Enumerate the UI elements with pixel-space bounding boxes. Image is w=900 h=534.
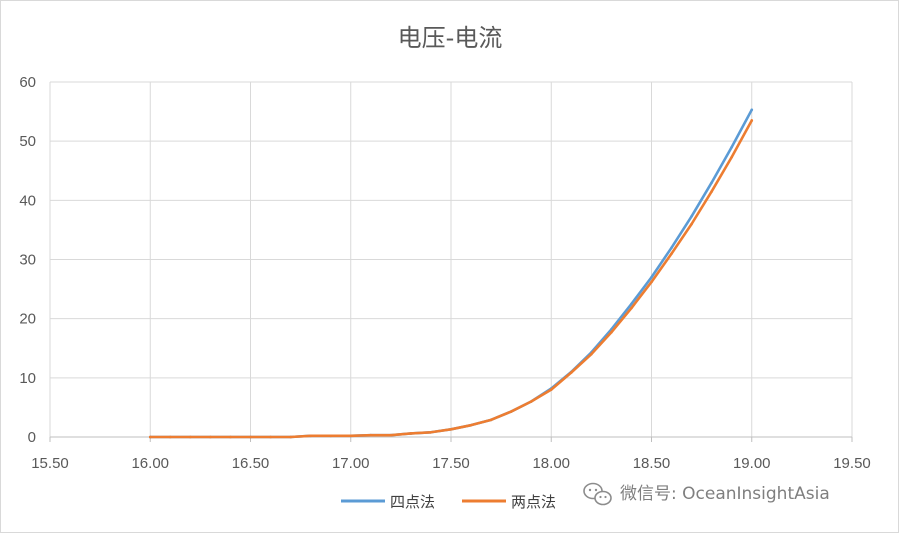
data-point — [610, 330, 613, 334]
y-tick-label: 50 — [19, 133, 36, 150]
data-point — [650, 280, 653, 284]
legend-label: 两点法 — [511, 493, 556, 511]
chart-title: 电压-电流 — [398, 24, 503, 52]
x-tick-label: 16.00 — [131, 455, 169, 472]
data-point — [309, 434, 312, 438]
data-point — [549, 388, 553, 391]
data-point — [429, 430, 433, 434]
data-point — [570, 371, 573, 374]
data-point — [750, 119, 754, 122]
data-point — [229, 435, 232, 439]
grid — [49, 81, 853, 437]
data-point — [349, 434, 353, 438]
data-point — [650, 275, 653, 279]
y-tick-label: 30 — [19, 252, 36, 269]
data-point — [489, 418, 493, 422]
plot-area — [148, 108, 754, 439]
data-point — [730, 155, 733, 159]
legend-label: 四点法 — [390, 493, 435, 511]
x-tick-label: 18.50 — [633, 455, 671, 472]
legend-item: 两点法 — [462, 493, 556, 511]
data-point — [710, 181, 713, 184]
data-point — [369, 433, 373, 437]
data-point — [329, 434, 333, 438]
data-point — [509, 410, 513, 413]
data-point — [710, 190, 713, 193]
x-tick-label: 15.50 — [31, 455, 69, 472]
data-point — [169, 435, 172, 439]
data-point — [670, 252, 673, 255]
data-point — [630, 302, 633, 306]
x-tick-label: 18.00 — [532, 455, 570, 472]
x-tick-label: 19.50 — [833, 455, 871, 472]
data-point — [289, 435, 292, 439]
data-point — [590, 352, 593, 356]
data-point — [750, 108, 754, 112]
x-tick-label: 19.00 — [733, 455, 771, 472]
y-tick-label: 40 — [19, 192, 36, 209]
y-tick-label: 10 — [19, 370, 36, 387]
data-point — [449, 428, 453, 431]
watermark-text: 微信号: OceanInsightAsia — [620, 484, 830, 504]
data-point — [249, 435, 252, 439]
data-point — [529, 400, 533, 403]
legend-item: 四点法 — [341, 493, 435, 511]
data-point — [630, 306, 633, 310]
watermark: 微信号: OceanInsightAsia — [583, 482, 830, 506]
data-point — [690, 222, 693, 226]
data-point — [670, 246, 673, 249]
y-tick-label: 20 — [19, 311, 36, 328]
y-tick-label: 0 — [28, 429, 36, 446]
data-point — [389, 433, 393, 437]
data-point — [690, 215, 693, 218]
data-point — [148, 435, 152, 439]
series-2 — [148, 119, 754, 439]
data-point — [209, 435, 212, 439]
data-point — [469, 423, 473, 427]
x-tick-label: 16.50 — [232, 455, 270, 472]
data-point — [409, 432, 413, 435]
x-tick-label: 17.00 — [332, 455, 370, 472]
data-point — [730, 145, 733, 149]
y-tick-label: 60 — [19, 74, 36, 91]
wechat-icon — [583, 482, 612, 506]
data-point — [269, 435, 272, 439]
x-tick-label: 17.50 — [432, 455, 470, 472]
data-point — [189, 435, 192, 439]
legend: 四点法 两点法 — [341, 493, 556, 511]
